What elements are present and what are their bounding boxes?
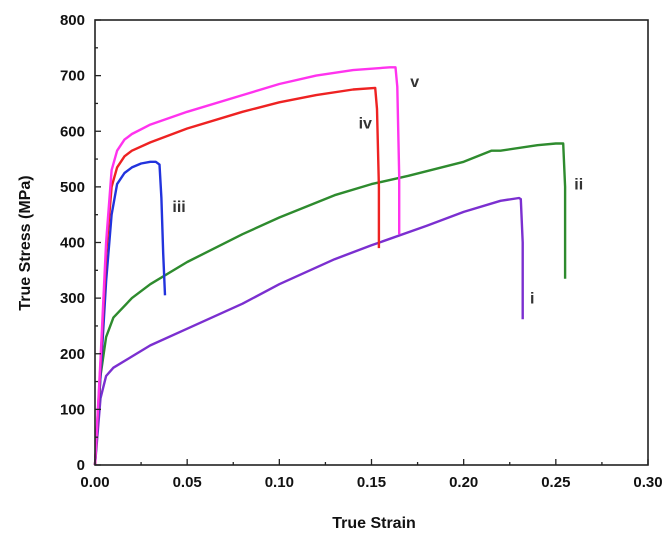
x-tick-label: 0.30	[633, 474, 662, 491]
series-line-i	[93, 196, 524, 466]
series-line-iii	[93, 160, 167, 466]
y-tick-label: 100	[60, 401, 85, 418]
axes: 0.00 0.05 0.10 0.15 0.20 0.25 0.30 0 100 200 300 40…	[60, 12, 663, 491]
curve-label-i: i	[530, 291, 534, 308]
curve-label-ii: ii	[574, 177, 583, 194]
y-tick-label: 200	[60, 346, 85, 363]
x-tick-label: 0.00	[80, 474, 109, 491]
series-line-iv	[93, 86, 381, 466]
curve-label-iii: iii	[172, 199, 185, 216]
x-axis-title: True Strain	[332, 515, 416, 532]
curve-label-iv: iv	[359, 116, 372, 133]
y-tick-label: 600	[60, 123, 85, 140]
y-tick-label: 0	[77, 457, 85, 474]
y-tick-label: 500	[60, 179, 85, 196]
series-line-ii	[93, 142, 567, 466]
y-axis-title: True Stress (MPa)	[17, 175, 34, 310]
y-tick-label: 400	[60, 235, 85, 252]
curves-layer	[93, 66, 567, 466]
series-line-v	[93, 66, 401, 466]
y-tick-label: 800	[60, 12, 85, 29]
x-tick-label: 0.15	[357, 474, 386, 491]
x-tick-label: 0.20	[449, 474, 478, 491]
y-tick-label: 700	[60, 68, 85, 85]
x-tick-label: 0.05	[173, 474, 202, 491]
x-tick-label: 0.10	[265, 474, 294, 491]
y-tick-label: 300	[60, 290, 85, 307]
curve-label-v: v	[410, 74, 419, 91]
x-tick-label: 0.25	[541, 474, 570, 491]
